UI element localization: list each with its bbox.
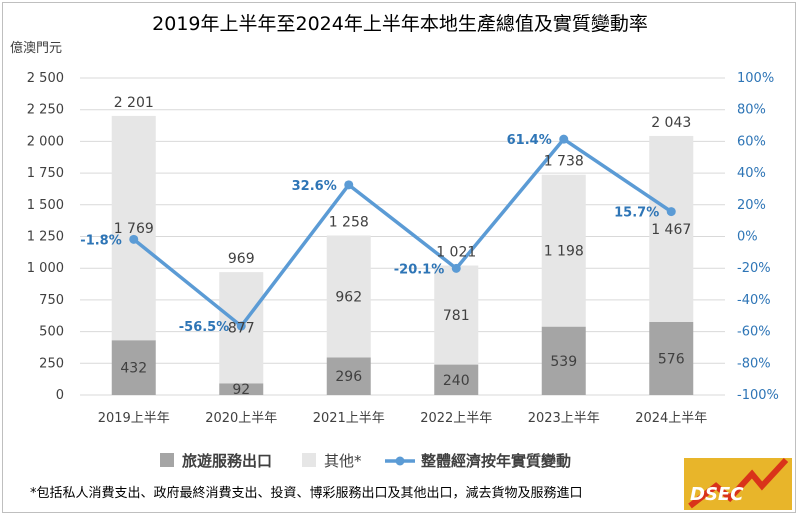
line-point	[451, 263, 461, 273]
line-point	[344, 180, 354, 190]
dsec-logo: DSEC	[684, 457, 792, 510]
data-label-other: 962	[335, 289, 362, 305]
line-point	[559, 134, 569, 144]
y2-tick-label: 80%	[737, 103, 766, 118]
data-label-tourism-export: 92	[232, 382, 250, 398]
y-tick-label: 2 500	[27, 71, 64, 86]
legend-swatch-tourism-export	[160, 453, 174, 467]
data-label-total: 1 021	[436, 245, 476, 261]
y-tick-label: 500	[39, 325, 64, 340]
bar-tourism-export	[326, 357, 371, 395]
x-tick-label: 2020上半年	[205, 411, 277, 426]
y-tick-label: 1 250	[27, 230, 64, 245]
data-label-total: 2 201	[114, 95, 154, 111]
data-label-tourism-export: 240	[443, 373, 470, 389]
legend-label-tourism-export: 旅遊服務出口	[182, 452, 272, 470]
y-tick-label: 1 000	[27, 261, 64, 276]
bar-tourism-export	[219, 383, 264, 395]
logo-zigzag	[688, 457, 789, 509]
data-label-total: 2 043	[651, 115, 691, 131]
x-tick-label: 2024上半年	[635, 411, 707, 426]
data-label-total: 1 738	[544, 154, 584, 170]
data-label-other: 1 467	[651, 222, 691, 238]
y-tick-label: 2 250	[27, 103, 64, 118]
x-tick-label: 2022上半年	[420, 411, 492, 426]
logo-text: DSEC	[690, 484, 744, 505]
line-point	[236, 321, 246, 331]
data-label-other: 1 769	[114, 221, 154, 237]
y2-tick-label: -80%	[737, 356, 771, 371]
data-label-other: 1 198	[544, 244, 584, 260]
y2-tick-label: 20%	[737, 198, 766, 213]
x-tick-label: 2023上半年	[528, 411, 600, 426]
y-tick-label: 1 750	[27, 166, 64, 181]
bar-tourism-export	[649, 321, 694, 395]
bar-other	[326, 235, 371, 358]
legend-label-real-change: 整體經濟按年實質變動	[421, 452, 571, 470]
y2-tick-label: 40%	[737, 166, 766, 181]
y-tick-label: 250	[39, 356, 64, 371]
y2-tick-label: 60%	[737, 134, 766, 149]
line-real-change	[132, 137, 673, 328]
data-label-real-change: 61.4%	[507, 133, 552, 148]
data-label-total: 969	[228, 251, 255, 267]
bar-other	[649, 135, 694, 322]
data-label-real-change: -20.1%	[394, 262, 445, 277]
y2-tick-label: -20%	[737, 261, 771, 276]
bar-tourism-export	[434, 364, 479, 395]
y-tick-label: 0	[56, 388, 64, 403]
data-label-real-change: 15.7%	[614, 206, 659, 221]
logo-background	[684, 458, 792, 510]
data-label-other: 781	[443, 308, 470, 324]
bar-other	[541, 174, 586, 327]
data-label-tourism-export: 576	[658, 351, 685, 367]
data-label-tourism-export: 539	[550, 354, 577, 370]
data-label-total: 1 258	[329, 214, 369, 230]
y-tick-label: 1 500	[27, 198, 64, 213]
line-point	[129, 234, 139, 244]
data-label-tourism-export: 296	[335, 369, 362, 385]
data-label-real-change: 32.6%	[292, 179, 337, 194]
x-tick-label: 2019上半年	[98, 411, 170, 426]
y2-tick-label: -100%	[737, 388, 779, 403]
y-tick-label: 2 000	[27, 134, 64, 149]
legend-label-other: 其他*	[324, 452, 362, 470]
data-label-tourism-export: 432	[120, 361, 147, 377]
bar-other	[434, 265, 479, 365]
line-point	[666, 207, 676, 217]
data-label-real-change: -1.8%	[80, 233, 121, 248]
bar-tourism-export	[111, 340, 156, 395]
bar-tourism-export	[541, 326, 586, 395]
y2-tick-label: 0%	[737, 230, 758, 245]
legend-swatch-other	[302, 453, 316, 467]
data-label-real-change: -56.5%	[179, 320, 230, 335]
x-tick-label: 2021上半年	[313, 411, 385, 426]
data-label-other: 877	[228, 321, 255, 337]
y2-tick-label: -60%	[737, 325, 771, 340]
bar-other	[111, 115, 156, 341]
legend-marker-real-change	[395, 456, 405, 466]
y-axis-label: 億澳門元	[10, 40, 62, 56]
footnote: *包括私人消費支出、政府最終消費支出、投資、博彩服務出口及其他出口，減去貨物及服…	[30, 485, 583, 501]
chart-title: 2019年上半年至2024年上半年本地生產總值及實質變動率	[152, 13, 648, 35]
y2-tick-label: 100%	[737, 71, 774, 86]
y-tick-label: 750	[39, 293, 64, 308]
y2-tick-label: -40%	[737, 293, 771, 308]
